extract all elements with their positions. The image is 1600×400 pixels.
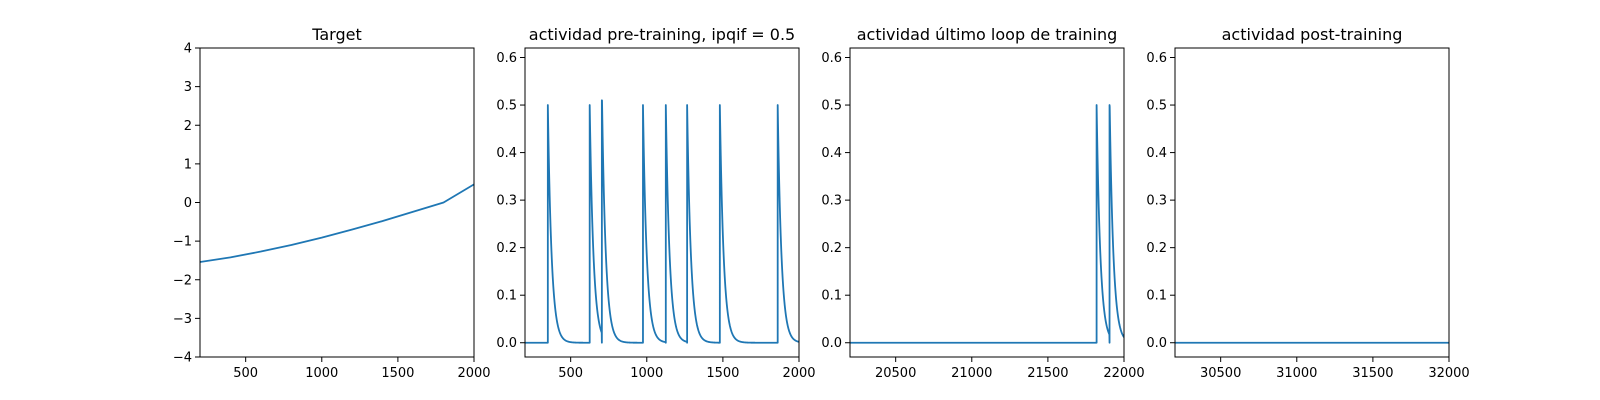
plot-frame xyxy=(199,47,475,358)
subplot-title: actividad pre-training, ipqif = 0.5 xyxy=(529,25,795,44)
x-tick-label: 32000 xyxy=(1428,366,1469,381)
plot-frame xyxy=(849,47,1125,358)
y-tick-label: 0.6 xyxy=(821,51,842,66)
x-tick-label: 31000 xyxy=(1276,366,1317,381)
plot-frame xyxy=(524,47,800,358)
x-tick-label: 31500 xyxy=(1352,366,1393,381)
y-tick-label: 0.2 xyxy=(496,241,517,256)
x-tick-label: 30500 xyxy=(1200,366,1241,381)
y-tick-label: 0.1 xyxy=(821,289,842,304)
y-tick-label: 0.5 xyxy=(496,99,517,114)
y-tick-label: 0.1 xyxy=(496,289,517,304)
series-line xyxy=(525,99,799,344)
x-tick-label: 1000 xyxy=(305,366,338,381)
y-tick-label: 0.0 xyxy=(496,336,517,351)
y-tick-label: 0.2 xyxy=(821,241,842,256)
y-tick-label: 0.3 xyxy=(1146,194,1167,209)
y-tick-label: 0.0 xyxy=(1146,336,1167,351)
subplot-2: 500 1000 1500 2000 0.0 0.1 0.2 0.3 0.4 0.5 0.6 acti… xyxy=(496,25,815,381)
x-tick-label: 500 xyxy=(558,366,583,381)
subplot-1: 500 1000 1500 2000 −4 −3 −2 −1 0 1 2 3 4 Target xyxy=(173,25,491,381)
y-tick-label: 0.0 xyxy=(821,336,842,351)
y-tick-label: 0.4 xyxy=(821,146,842,161)
y-tick-label: 0.5 xyxy=(1146,99,1167,114)
y-tick-label: 4 xyxy=(184,42,192,57)
subplot-3: 20500 21000 21500 22000 0.0 0.1 0.2 0.3 0.4 0.5 0.… xyxy=(821,25,1144,381)
y-tick-label: 0.5 xyxy=(821,99,842,114)
y-tick-label: −2 xyxy=(173,273,192,288)
x-tick-label: 21500 xyxy=(1027,366,1068,381)
y-tick-label: 0.4 xyxy=(1146,146,1167,161)
x-tick-label: 22000 xyxy=(1103,366,1144,381)
y-tick-label: 1 xyxy=(184,157,192,172)
subplot-4: 30500 31000 31500 32000 0.0 0.1 0.2 0.3 0.4 0.5 0.… xyxy=(1146,25,1469,381)
series-line xyxy=(200,183,474,263)
y-tick-label: 0.6 xyxy=(496,51,517,66)
y-tick-label: 2 xyxy=(184,119,192,134)
subplot-title: actividad último loop de training xyxy=(857,25,1118,44)
x-tick-label: 2000 xyxy=(782,366,815,381)
y-tick-label: 0 xyxy=(184,196,192,211)
y-tick-label: 3 xyxy=(184,80,192,95)
x-tick-label: 1500 xyxy=(381,366,414,381)
plot-frame xyxy=(1174,47,1450,358)
y-tick-label: 0.2 xyxy=(1146,241,1167,256)
y-tick-label: −4 xyxy=(173,351,192,366)
x-tick-label: 20500 xyxy=(875,366,916,381)
x-tick-label: 500 xyxy=(233,366,258,381)
x-tick-label: 1500 xyxy=(706,366,739,381)
y-tick-label: −3 xyxy=(173,312,192,327)
y-tick-label: 0.4 xyxy=(496,146,517,161)
x-tick-label: 21000 xyxy=(951,366,992,381)
y-tick-label: 0.6 xyxy=(1146,51,1167,66)
subplot-title: Target xyxy=(311,25,362,44)
y-tick-label: −1 xyxy=(173,235,192,250)
subplot-title: actividad post-training xyxy=(1222,25,1403,44)
series-line xyxy=(850,104,1124,344)
x-tick-label: 1000 xyxy=(630,366,663,381)
y-tick-label: 0.3 xyxy=(821,194,842,209)
y-tick-label: 0.1 xyxy=(1146,289,1167,304)
y-tick-label: 0.3 xyxy=(496,194,517,209)
x-tick-label: 2000 xyxy=(457,366,490,381)
